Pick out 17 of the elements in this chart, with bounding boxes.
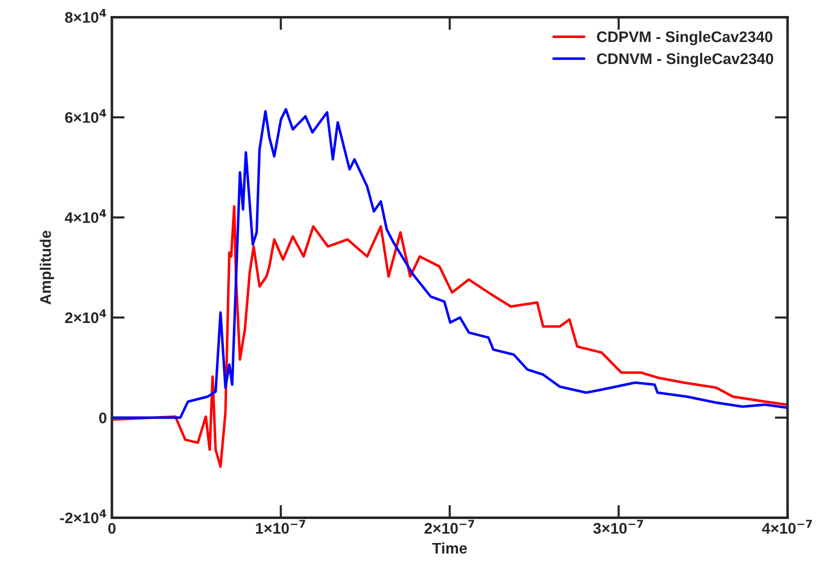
y-tick-label: 8×10$^{4}$ xyxy=(65,9,106,23)
x-tick-label: 0 xyxy=(108,523,116,534)
x-axis-title: Time xyxy=(432,542,467,554)
x-tick-label: 3×10$^{−7}$ xyxy=(593,520,644,534)
y-tick-label: -2×10$^{4}$ xyxy=(60,510,106,524)
y-tick-label: 4×10$^{4}$ xyxy=(64,209,106,224)
y-tick-label: 0 xyxy=(99,412,106,424)
y-axis-title: Amplitude xyxy=(40,230,54,304)
legend-label: CDNVM - SingleCav2340 xyxy=(596,52,774,68)
x-tick-label: 1×10$^{−7}$ xyxy=(256,520,306,534)
y-tick-label: 2×10$^{4}$ xyxy=(65,309,106,324)
x-tick-label: 4×10$^{−7}$ xyxy=(762,520,812,534)
line-series xyxy=(112,205,788,468)
x-tick-label: 2×10$^{−7}$ xyxy=(424,520,474,534)
line-series xyxy=(112,108,788,419)
y-tick-label: 6×10$^{4}$ xyxy=(65,109,106,123)
legend-label: CDPVM - SingleCav2340 xyxy=(596,30,772,46)
